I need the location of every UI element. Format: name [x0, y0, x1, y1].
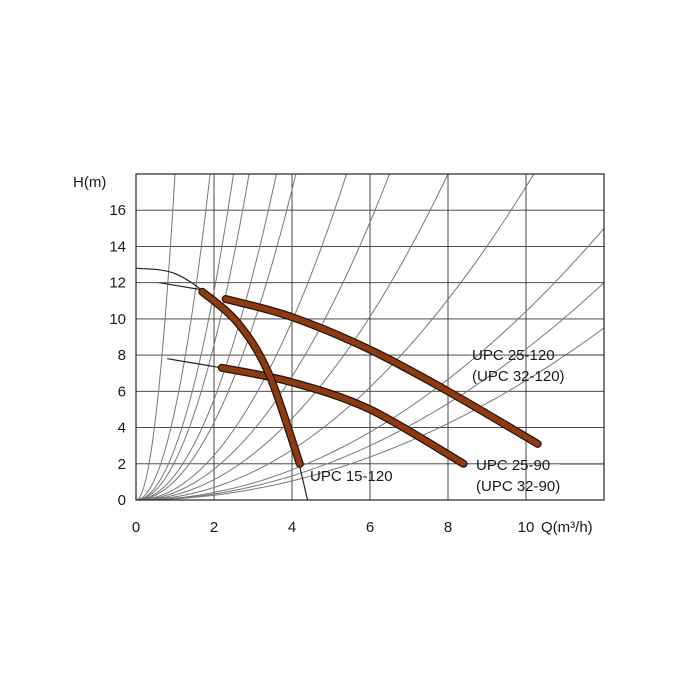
- y-tick-label: 16: [109, 202, 126, 219]
- grid: [136, 174, 604, 500]
- x-tick-label: 6: [366, 519, 374, 536]
- series-label: UPC 15-120: [310, 468, 393, 485]
- x-tick-label: 2: [210, 519, 218, 536]
- system-curve: [135, 173, 250, 501]
- y-axis-title: H(m): [73, 174, 106, 191]
- y-tick-label: 6: [118, 383, 126, 400]
- series-label: (UPC 32-120): [472, 368, 565, 385]
- system-curve: [135, 173, 211, 501]
- system-curve: [135, 173, 176, 501]
- system-curve: [135, 173, 390, 501]
- y-tick-label: 14: [109, 238, 126, 255]
- plot-frame: [135, 173, 605, 501]
- system-curve: [135, 173, 449, 501]
- system-curve: [135, 227, 605, 501]
- system-curve: [135, 282, 605, 501]
- system-curve: [135, 173, 297, 501]
- system-curve: [135, 173, 535, 501]
- x-tick-label: 0: [132, 519, 140, 536]
- series-label: (UPC 32-90): [476, 478, 560, 495]
- tick-labels: 0 2 4 6 8 10 12 14 16 0 2 4 6 8 10: [109, 202, 534, 536]
- y-tick-label: 12: [109, 275, 126, 292]
- series-labels: UPC 25-120 (UPC 32-120) UPC 25-90 (UPC 32-9…: [310, 347, 604, 495]
- system-curves: [135, 173, 605, 501]
- y-tick-label: 0: [118, 492, 126, 509]
- y-tick-label: 2: [118, 456, 126, 473]
- y-tick-label: 10: [109, 311, 126, 328]
- series-label: UPC 25-120: [472, 347, 555, 364]
- series-line: [222, 296, 541, 447]
- system-curve: [135, 173, 348, 501]
- y-tick-label: 8: [118, 347, 126, 364]
- system-curve: [135, 173, 277, 501]
- series: [198, 287, 542, 468]
- plot-border: [135, 173, 605, 501]
- y-tick-label: 4: [118, 420, 126, 437]
- x-tick-label: 8: [444, 519, 452, 536]
- system-curve: [135, 327, 605, 501]
- x-tick-label: 4: [288, 519, 296, 536]
- system-curve: [135, 173, 234, 501]
- series-line: [199, 288, 303, 467]
- series-label: UPC 25-90: [476, 457, 550, 474]
- x-tick-label: 10: [518, 519, 535, 536]
- series-line: [219, 365, 467, 467]
- x-axis-title: Q(m³/h): [541, 519, 593, 536]
